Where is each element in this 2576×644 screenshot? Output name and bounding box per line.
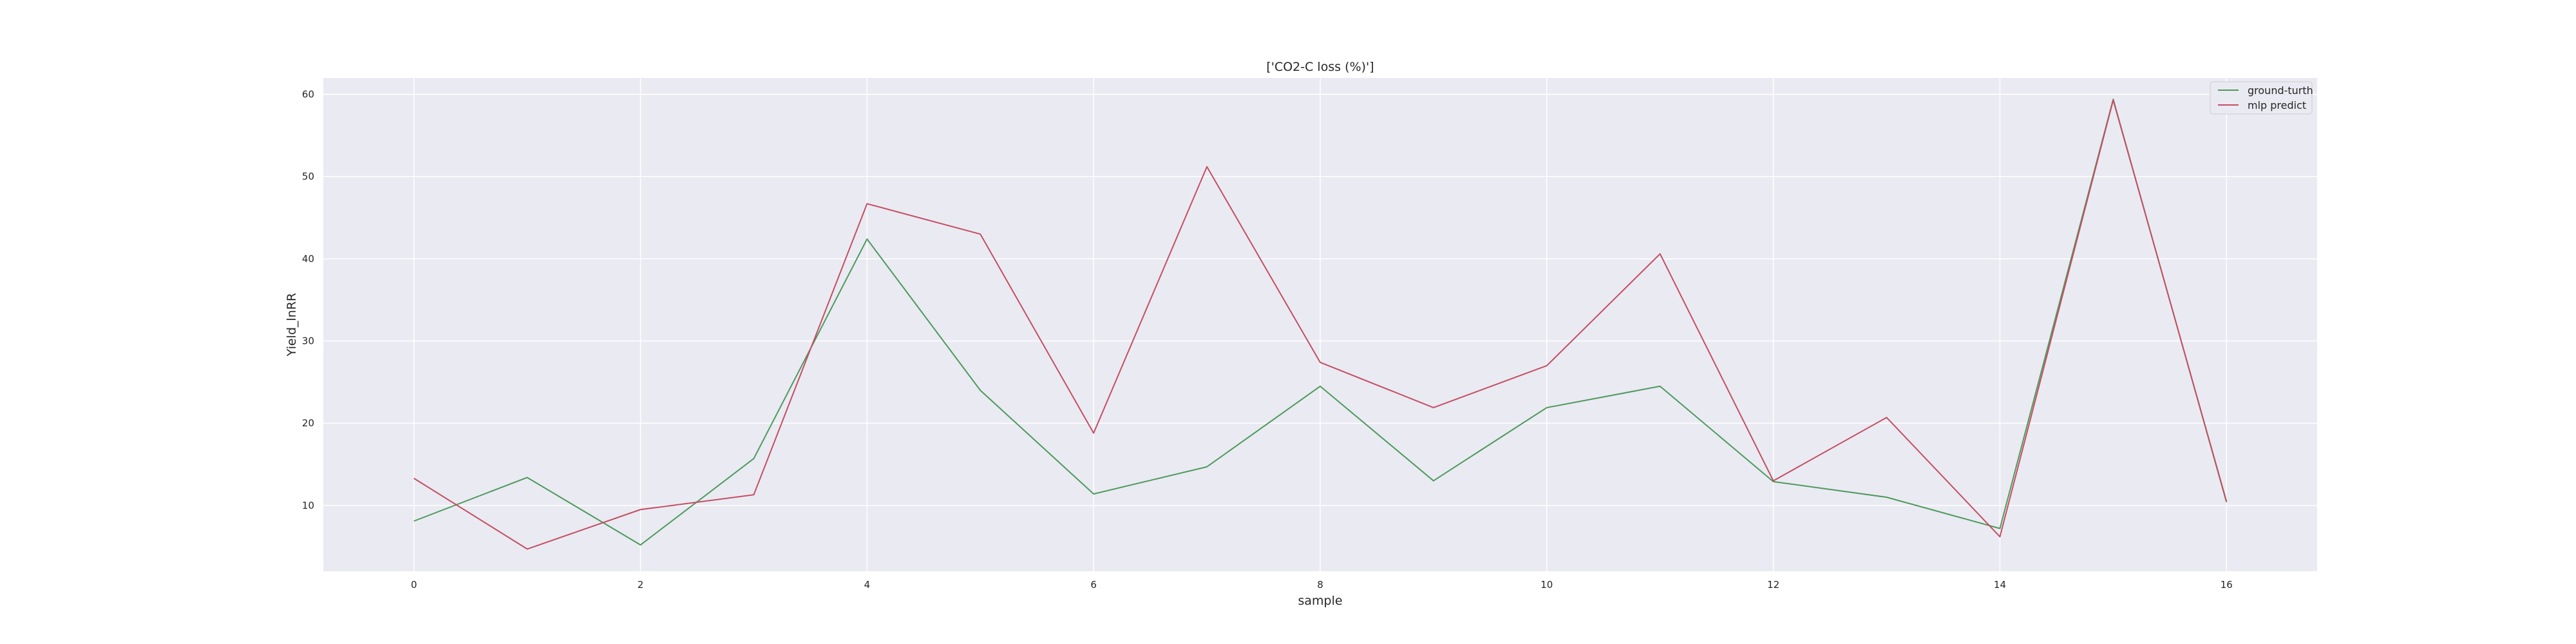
legend: ground-turth mlp predict <box>2210 81 2313 115</box>
x-tick-label: 2 <box>638 579 644 591</box>
x-tick-label: 16 <box>2221 579 2233 591</box>
x-tick-label: 6 <box>1090 579 1097 591</box>
legend-label-ground-turth: ground-turth <box>2248 84 2313 97</box>
y-tick-label: 30 <box>302 336 314 347</box>
y-tick-label: 20 <box>302 417 314 429</box>
y-tick-label: 40 <box>302 253 314 265</box>
grid-lines <box>323 78 2317 571</box>
x-tick-label: 12 <box>1767 579 1779 591</box>
x-tick-label: 10 <box>1540 579 1553 591</box>
x-axis-label: sample <box>1298 594 1342 608</box>
x-tick-label: 0 <box>411 579 417 591</box>
x-tick-label: 8 <box>1317 579 1323 591</box>
chart-title: ['CO2-C loss (%)'] <box>1266 60 1374 74</box>
series-lines <box>413 99 2228 550</box>
x-tick-label: 4 <box>864 579 871 591</box>
y-tick-label: 50 <box>302 171 314 182</box>
tick-labels: 0 2 4 6 8 10 12 14 16 10 20 30 40 50 60 <box>302 89 2233 591</box>
x-tick-label: 14 <box>1994 579 2006 591</box>
y-axis-label: Yield_lnRR <box>285 293 299 357</box>
y-tick-label: 10 <box>302 500 314 511</box>
series-line-mlp-predict <box>413 99 2228 550</box>
y-tick-label: 60 <box>302 89 314 100</box>
legend-label-mlp-predict: mlp predict <box>2248 99 2306 111</box>
series-line-ground-turth <box>413 99 2228 546</box>
